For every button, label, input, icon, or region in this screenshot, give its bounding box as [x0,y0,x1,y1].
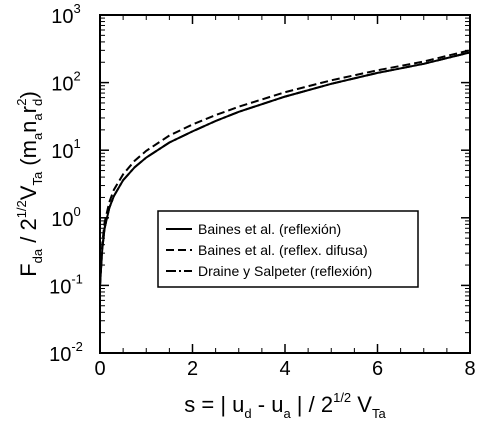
y-axis-title-part: F [16,263,41,276]
y-tick-label: 10-2 [49,339,83,366]
x-axis-title-subscript: a [283,406,291,421]
legend: Baines et al. (reflexión) Baines et al. … [157,210,419,288]
y-axis-title-subscript: d [30,99,45,106]
x-tick-label: 4 [279,358,290,380]
y-axis-title-part: V [16,185,41,200]
legend-box [157,210,419,288]
y-axis-title: Fda / 21/2VTa (manard2) [14,91,45,277]
y-tick-label: 103 [51,1,80,28]
ticks-layer: 0 2 4 6 8 10-2 10-1 100 101 102 103 [49,1,475,380]
y-axis-title-part: r [16,106,41,113]
y-axis-title-part: / 2 [16,218,41,249]
x-tick-label: 8 [464,358,475,380]
x-axis-title-subscript: Ta [372,406,387,421]
legend-label: Baines et al. (reflex. difusa) [198,242,368,258]
series-layer [99,49,471,286]
y-tick-label: 101 [51,136,80,163]
legend-label: Draine y Salpeter (reflexión) [198,263,372,279]
x-axis-title-part: s = | u [184,392,244,417]
legend-label: Baines et al. (reflexión) [198,221,341,237]
y-axis-title-superscript: 1/2 [14,200,29,218]
y-axis-title-part: n [16,121,41,133]
x-tick-label: 0 [94,358,105,380]
y-tick-label: 102 [51,69,80,96]
y-tick-label: 100 [51,204,80,231]
y-axis-title-subscript: da [30,248,45,263]
x-axis-title-part: - u [252,392,284,417]
x-axis-title-part: | / 2 [291,392,333,417]
y-axis-title-superscript: 2 [14,99,29,106]
y-tick-label: 10-1 [49,271,83,298]
y-axis-title-subscript: a [30,113,45,121]
series-line-2 [99,51,471,286]
x-axis-title: s = | ud - ua | / 21/2 VTa [184,390,386,421]
y-axis-title-subscript: Ta [30,171,45,186]
x-axis-title-superscript: 1/2 [333,390,351,405]
y-axis-title-part: ) [16,91,41,98]
series-line-1 [99,49,471,286]
x-axis-title-part: V [351,392,372,417]
x-tick-label: 6 [372,358,383,380]
y-axis-title-subscript: a [30,132,45,140]
x-axis-title-subscript: d [244,406,251,421]
y-axis-title-part: (m [16,140,41,172]
x-tick-label: 2 [187,358,198,380]
